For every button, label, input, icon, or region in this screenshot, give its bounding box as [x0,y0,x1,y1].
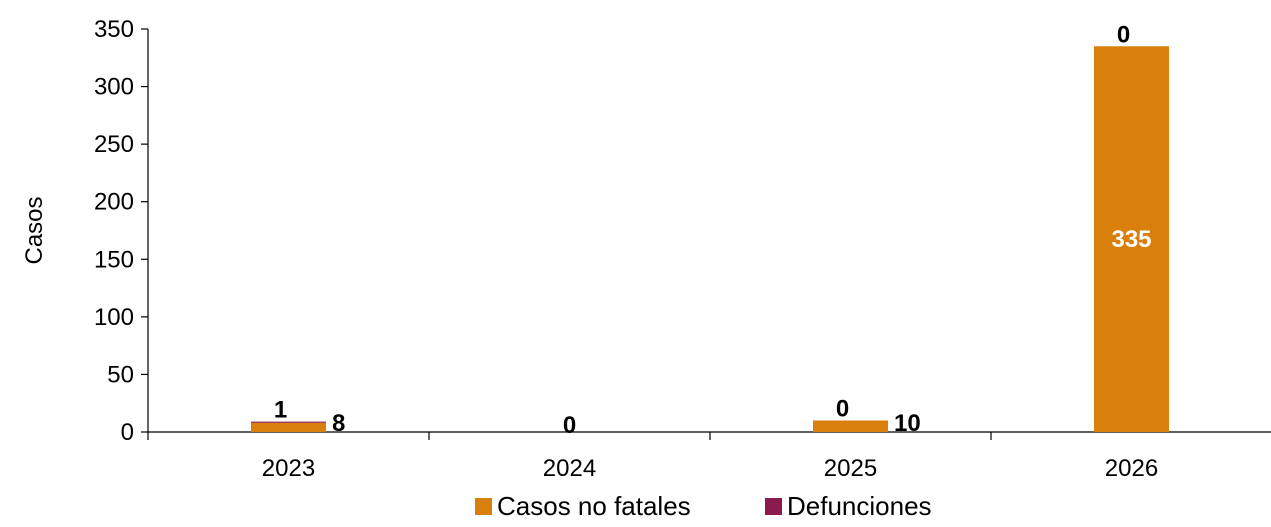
bar-casos-no-fatales [1094,46,1169,433]
y-tick-label: 100 [94,304,134,331]
legend-label-defunciones: Defunciones [787,491,932,521]
bar-casos-no-fatales [251,422,326,432]
y-tick-label: 300 [94,74,134,101]
data-label-casos-no-fatales: 335 [1111,226,1151,253]
legend-label-casos-no-fatales: Casos no fatales [497,491,691,521]
bar-casos-no-fatales [813,420,888,432]
bar-defunciones [251,421,326,423]
y-tick-label: 150 [94,246,134,273]
x-tick-label: 2023 [262,455,315,482]
data-label-casos-no-fatales: 10 [894,410,921,437]
x-tick-label: 2024 [543,455,596,482]
y-axis-title: Casos [21,196,48,264]
y-tick-label: 0 [121,419,134,446]
y-tick-label: 200 [94,189,134,216]
y-tick-label: 50 [107,361,134,388]
legend-swatch-defunciones [765,498,782,515]
data-label-defunciones: 0 [836,395,849,422]
bars-group [251,46,1169,433]
data-label-casos-no-fatales: 8 [332,410,345,437]
legend: Casos no fatales Defunciones [475,491,932,521]
y-tick-label: 250 [94,131,134,158]
x-tick-label: 2025 [824,455,877,482]
data-label-defunciones: 1 [274,397,287,424]
x-tick-label: 2026 [1105,455,1158,482]
data-label-defunciones: 0 [1117,21,1130,48]
legend-swatch-casos-no-fatales [475,498,492,515]
y-tick-label: 350 [94,16,134,43]
data-label-casos-no-fatales: 0 [563,412,576,439]
